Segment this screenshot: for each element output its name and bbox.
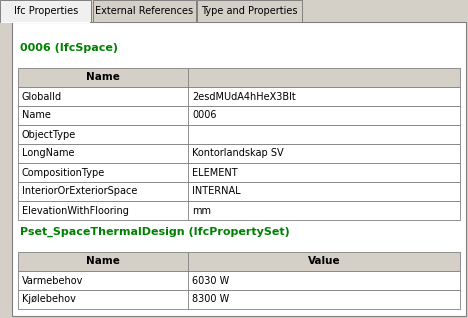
Text: InteriorOrExteriorSpace: InteriorOrExteriorSpace — [22, 186, 138, 197]
Text: 8300 W: 8300 W — [192, 294, 229, 305]
Bar — [18, 144, 460, 163]
Text: ObjectType: ObjectType — [22, 129, 76, 140]
Text: Name: Name — [86, 73, 120, 82]
Text: Kjølebehov: Kjølebehov — [22, 294, 76, 305]
Text: INTERNAL: INTERNAL — [192, 186, 241, 197]
Text: Value: Value — [308, 257, 340, 266]
Text: 0006: 0006 — [192, 110, 217, 121]
Text: External References: External References — [95, 6, 193, 16]
Text: Ifc Properties: Ifc Properties — [14, 6, 78, 16]
Text: ELEMENT: ELEMENT — [192, 168, 238, 177]
Bar — [18, 87, 460, 106]
Bar — [197, 0, 302, 22]
Text: 6030 W: 6030 W — [192, 275, 229, 286]
Text: Pset_SpaceThermalDesign (IfcPropertySet): Pset_SpaceThermalDesign (IfcPropertySet) — [20, 227, 290, 237]
Text: 0006 (IfcSpace): 0006 (IfcSpace) — [20, 43, 118, 53]
Bar — [18, 182, 460, 201]
Text: Varmebehov: Varmebehov — [22, 275, 83, 286]
Text: Type and Properties: Type and Properties — [201, 6, 298, 16]
Bar — [1, 22, 90, 23]
Bar — [18, 125, 460, 144]
Text: Kontorlandskap SV: Kontorlandskap SV — [192, 149, 284, 158]
Bar — [93, 0, 196, 22]
Text: CompositionType: CompositionType — [22, 168, 105, 177]
Bar — [18, 68, 460, 87]
Text: 2esdMUdA4hHeX3Blt: 2esdMUdA4hHeX3Blt — [192, 92, 296, 101]
Text: mm: mm — [192, 205, 211, 216]
Bar — [18, 271, 460, 290]
Text: Name: Name — [86, 257, 120, 266]
Bar — [0, 0, 91, 22]
Bar — [18, 106, 460, 125]
Bar — [18, 201, 460, 220]
Text: Name: Name — [22, 110, 51, 121]
Bar — [18, 252, 460, 271]
Bar — [18, 163, 460, 182]
Bar — [18, 290, 460, 309]
Text: LongName: LongName — [22, 149, 74, 158]
Text: ElevationWithFlooring: ElevationWithFlooring — [22, 205, 129, 216]
Text: GlobalId: GlobalId — [22, 92, 62, 101]
